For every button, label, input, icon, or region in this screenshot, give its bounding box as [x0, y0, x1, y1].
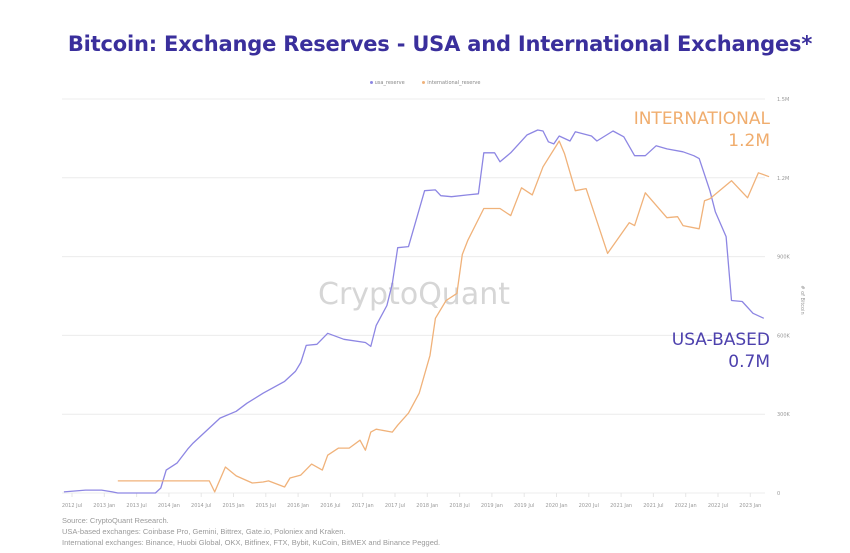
annotation-usa-value: 0.7M [728, 352, 770, 372]
x-tick-label: 2013 Jan [93, 503, 115, 509]
x-tick-label: 2021 Jan [610, 503, 632, 509]
x-tick-label: 2017 Jan [352, 503, 374, 509]
annotation-international-value: 1.2M [728, 131, 770, 151]
x-tick-label: 2013 Jul [126, 503, 146, 509]
x-tick-label: 2021 Jul [643, 503, 663, 509]
y-tick-label: 0 [777, 491, 780, 497]
annotation-international: INTERNATIONAL 1.2M [634, 108, 770, 152]
x-tick-label: 2018 Jul [449, 503, 469, 509]
legend: usa_reserve international_reserve [0, 80, 850, 86]
annotation-usa: USA-BASED 0.7M [672, 329, 770, 373]
x-tick-label: 2014 Jul [191, 503, 211, 509]
x-tick-label: 2020 Jul [579, 503, 599, 509]
chart-title: Bitcoin: Exchange Reserves - USA and Int… [67, 32, 813, 56]
x-tick-label: 2016 Jan [287, 503, 309, 509]
footer-intl-exchanges: International exchanges: Binance, Huobi … [62, 538, 441, 547]
legend-label-international: international_reserve [427, 80, 481, 86]
x-tick-label: 2016 Jul [320, 503, 340, 509]
legend-item-international[interactable]: international_reserve [422, 80, 480, 86]
legend-label-usa: usa_reserve [374, 80, 405, 86]
annotation-usa-label: USA-BASED [671, 330, 770, 350]
footer-source: Source: CryptoQuant Research. [62, 516, 169, 525]
y-tick-label: 600K [777, 333, 791, 339]
y-tick-label: 1.5M [777, 97, 789, 103]
x-tick-label: 2017 Jul [385, 503, 405, 509]
y-tick-label: 1.2M [777, 176, 789, 182]
x-tick-label: 2019 Jan [481, 503, 503, 509]
legend-marker-usa [369, 81, 373, 84]
x-tick-label: 2015 Jan [222, 503, 244, 509]
y-tick-label: 300K [777, 412, 791, 418]
legend-marker-international [422, 81, 426, 84]
y-tick-label: 900K [777, 255, 791, 261]
footer-notes: Source: CryptoQuant Research. USA-based … [62, 515, 440, 548]
x-tick-label: 2023 Jan [739, 503, 761, 509]
footer-usa-exchanges: USA-based exchanges: Coinbase Pro, Gemin… [62, 527, 346, 536]
watermark: CryptoQuant [318, 277, 510, 312]
series-line-usa_reserve [63, 129, 765, 494]
legend-item-usa[interactable]: usa_reserve [369, 80, 405, 86]
x-tick-label: 2014 Jan [158, 503, 180, 509]
series-line-international_reserve [117, 140, 770, 493]
y-axis-label: # of Bitcoin [799, 285, 805, 314]
annotation-international-label: INTERNATIONAL [633, 109, 770, 129]
x-tick-label: 2015 Jul [256, 503, 276, 509]
x-tick-label: 2022 Jan [675, 503, 697, 509]
x-tick-label: 2020 Jan [545, 503, 567, 509]
x-tick-label: 2019 Jul [514, 503, 534, 509]
x-tick-label: 2018 Jan [416, 503, 438, 509]
x-tick-label: 2022 Jul [708, 503, 728, 509]
x-tick-label: 2012 Jul [62, 503, 82, 509]
